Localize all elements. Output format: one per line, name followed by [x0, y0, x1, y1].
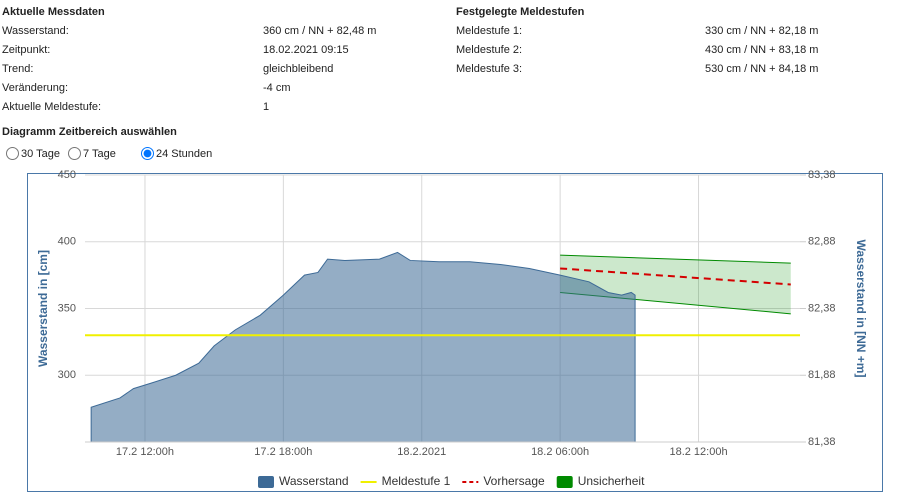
y2-tick-label: 82,88: [808, 236, 836, 248]
y-tick-label: 300: [58, 369, 76, 381]
y2-axis-title: Wasserstand in [NN +m]: [854, 240, 868, 378]
x-tick-label: 17.2 18:00h: [254, 446, 312, 458]
y2-tick-label: 82,38: [808, 302, 836, 314]
radio[interactable]: [68, 147, 81, 160]
info-label: Veränderung:: [2, 82, 69, 94]
info-value: 1: [263, 101, 270, 113]
info-value: -4 cm: [263, 82, 291, 94]
uncertainty-band: [560, 255, 791, 314]
legend-label: Vorhersage: [483, 474, 545, 488]
info-value: 360 cm / NN + 82,48 m: [263, 25, 377, 37]
level-value: 430 cm / NN + 83,18 m: [705, 44, 819, 56]
legend-label: Unsicherheit: [578, 474, 645, 488]
info-label: Trend:: [2, 63, 34, 75]
y-tick-label: 350: [58, 302, 76, 314]
forecast-line: [560, 267, 791, 286]
info-value: 18.02.2021 09:15: [263, 44, 349, 56]
uncertainty-upper: [560, 254, 791, 264]
y2-tick-label: 81,38: [808, 436, 836, 448]
y-tick-label: 400: [58, 236, 76, 248]
x-tick-label: 18.2.2021: [397, 446, 446, 458]
legend-label: Meldestufe 1: [382, 474, 451, 488]
levels-title: Festgelegte Meldestufen: [456, 6, 585, 18]
range-option[interactable]: 24 Stunden: [137, 147, 212, 160]
y2-tick-label: 83,38: [808, 169, 836, 181]
y-tick-label: 450: [58, 169, 76, 181]
x-tick-label: 18.2 12:00h: [669, 446, 727, 458]
level-label: Meldestufe 1:: [456, 25, 523, 37]
legend-label: Wasserstand: [279, 474, 349, 488]
legend-swatch: [258, 476, 274, 488]
level-label: Meldestufe 2:: [456, 44, 523, 56]
x-tick-label: 18.2 06:00h: [531, 446, 589, 458]
range-option-label[interactable]: 30 Tage: [21, 147, 60, 160]
y2-tick-label: 81,88: [808, 369, 836, 381]
radio[interactable]: [6, 147, 19, 160]
y-axis-title: Wasserstand in [cm]: [36, 250, 50, 367]
level-label: Meldestufe 3:: [456, 63, 523, 75]
level-value: 530 cm / NN + 84,18 m: [705, 63, 819, 75]
info-label: Aktuelle Meldestufe:: [2, 101, 102, 113]
legend-swatch: [556, 476, 573, 488]
info-title: Aktuelle Messdaten: [2, 6, 105, 18]
info-label: Wasserstand:: [2, 25, 69, 37]
range-option-label[interactable]: 24 Stunden: [156, 147, 213, 160]
range-option-label[interactable]: 7 Tage: [83, 147, 116, 160]
level-value: 330 cm / NN + 82,18 m: [705, 25, 819, 37]
info-label: Zeitpunkt:: [2, 44, 51, 56]
area: [90, 251, 636, 443]
radio[interactable]: [141, 147, 154, 160]
chart-frame: [27, 173, 883, 492]
range-option[interactable]: 7 Tage: [64, 147, 116, 160]
x-tick-label: 17.2 12:00h: [116, 446, 174, 458]
info-value: gleichbleibend: [263, 63, 334, 75]
range-title: Diagramm Zeitbereich auswählen: [2, 126, 177, 138]
range-option[interactable]: 30 Tage: [2, 147, 60, 160]
